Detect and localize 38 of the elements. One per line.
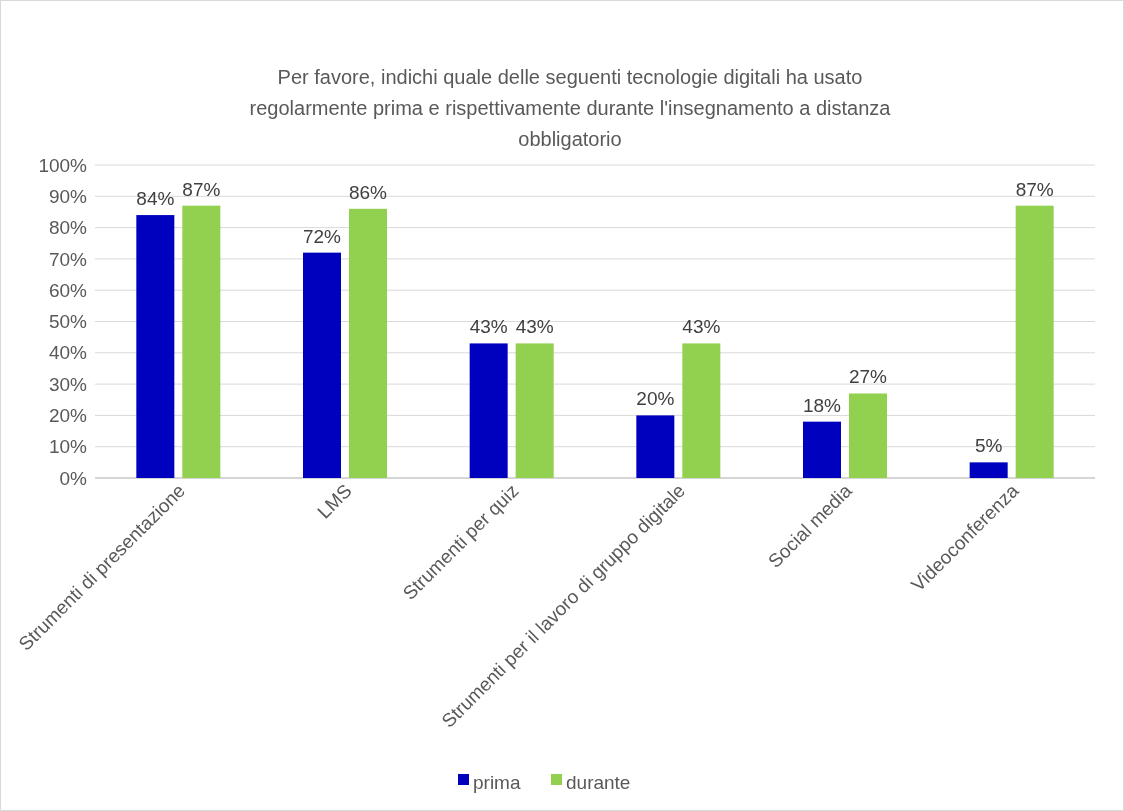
y-tick-label: 10%: [48, 436, 88, 458]
bar: [969, 462, 1008, 478]
bar: [469, 343, 508, 478]
y-tick-label: 40%: [48, 342, 88, 364]
data-label: 87%: [182, 178, 221, 200]
data-label: 72%: [302, 225, 342, 247]
y-tick-label: 80%: [48, 217, 88, 239]
data-label: 43%: [515, 316, 554, 338]
chart-title: Per favore, indichi quale delle seguenti tecnologie digitali ha usato regolarmente prima e rispettivamente durante l'insegnamento a distanza obbligatorio: [249, 66, 892, 150]
bar: [515, 343, 554, 478]
data-label: 27%: [848, 366, 888, 388]
bar: [849, 393, 887, 478]
bar: [803, 421, 841, 478]
data-label: 18%: [802, 394, 842, 416]
y-tick-label: 20%: [48, 405, 88, 427]
y-tick-label: 70%: [48, 248, 88, 270]
data-label: 5%: [974, 435, 1003, 457]
bar: [303, 252, 341, 478]
bar: [682, 343, 721, 478]
data-label: 87%: [1015, 178, 1054, 200]
data-label: 43%: [469, 316, 508, 338]
bar: [349, 208, 387, 478]
bar: [636, 415, 675, 478]
data-label: 20%: [636, 388, 675, 410]
bar: [136, 215, 175, 478]
data-label: 43%: [682, 316, 721, 338]
y-tick-label: 60%: [48, 279, 88, 301]
y-tick-label: 30%: [48, 373, 88, 395]
y-tick-label: 0%: [59, 467, 88, 489]
bar: [1015, 205, 1054, 478]
data-label: 86%: [348, 181, 388, 203]
y-tick-label: 100%: [38, 154, 88, 176]
legend-label: prima: [473, 771, 521, 793]
legend-label: durante: [566, 771, 631, 793]
data-label: 84%: [136, 188, 175, 210]
bar: [182, 205, 221, 478]
y-tick-label: 50%: [48, 311, 88, 333]
y-tick-label: 90%: [48, 185, 88, 207]
